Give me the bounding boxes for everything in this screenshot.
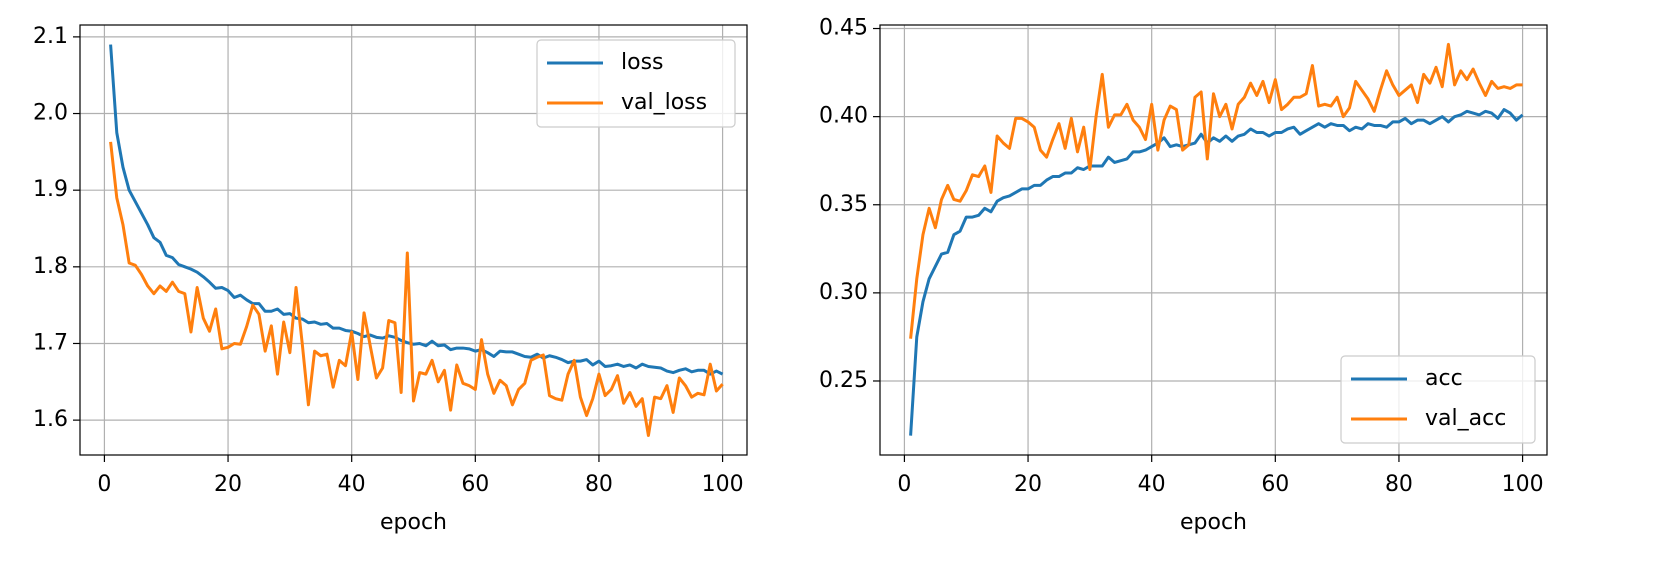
y-tick-label: 0.25 bbox=[819, 368, 868, 393]
series-line bbox=[109, 141, 724, 437]
x-tick-label: 20 bbox=[214, 472, 242, 497]
x-tick-label: 60 bbox=[461, 472, 489, 497]
y-tick-label: 1.9 bbox=[33, 177, 68, 202]
legend-label: loss bbox=[621, 50, 664, 75]
plot-frame bbox=[79, 24, 748, 456]
x-tick-label: 0 bbox=[97, 472, 111, 497]
x-tick-label: 80 bbox=[585, 472, 613, 497]
y-tick-label: 0.40 bbox=[819, 104, 868, 129]
x-tick-label: 40 bbox=[1138, 472, 1166, 497]
series-line bbox=[909, 108, 1524, 436]
x-tick-label: 100 bbox=[1502, 472, 1544, 497]
x-tick-label: 80 bbox=[1385, 472, 1413, 497]
legend-label: acc bbox=[1425, 366, 1463, 391]
y-tick-label: 1.8 bbox=[33, 254, 68, 279]
y-tick-label: 0.35 bbox=[819, 192, 868, 217]
series-line bbox=[909, 42, 1523, 339]
legend-label: val_loss bbox=[621, 90, 707, 115]
x-tick-label: 0 bbox=[897, 472, 911, 497]
y-tick-label: 2.0 bbox=[33, 101, 68, 126]
x-axis-label: epoch bbox=[1180, 510, 1247, 535]
x-tick-label: 100 bbox=[702, 472, 744, 497]
y-tick-label: 1.7 bbox=[33, 330, 68, 355]
legend-label: val_acc bbox=[1425, 406, 1506, 431]
y-tick-label: 2.1 bbox=[33, 24, 68, 49]
x-tick-label: 60 bbox=[1261, 472, 1289, 497]
y-tick-label: 0.45 bbox=[819, 16, 868, 41]
x-tick-label: 40 bbox=[338, 472, 366, 497]
plot-frame bbox=[879, 24, 1548, 456]
x-tick-label: 20 bbox=[1014, 472, 1042, 497]
y-tick-label: 0.30 bbox=[819, 280, 868, 305]
y-tick-label: 1.6 bbox=[33, 407, 68, 432]
series-line bbox=[109, 44, 724, 376]
x-axis-label: epoch bbox=[380, 510, 447, 535]
